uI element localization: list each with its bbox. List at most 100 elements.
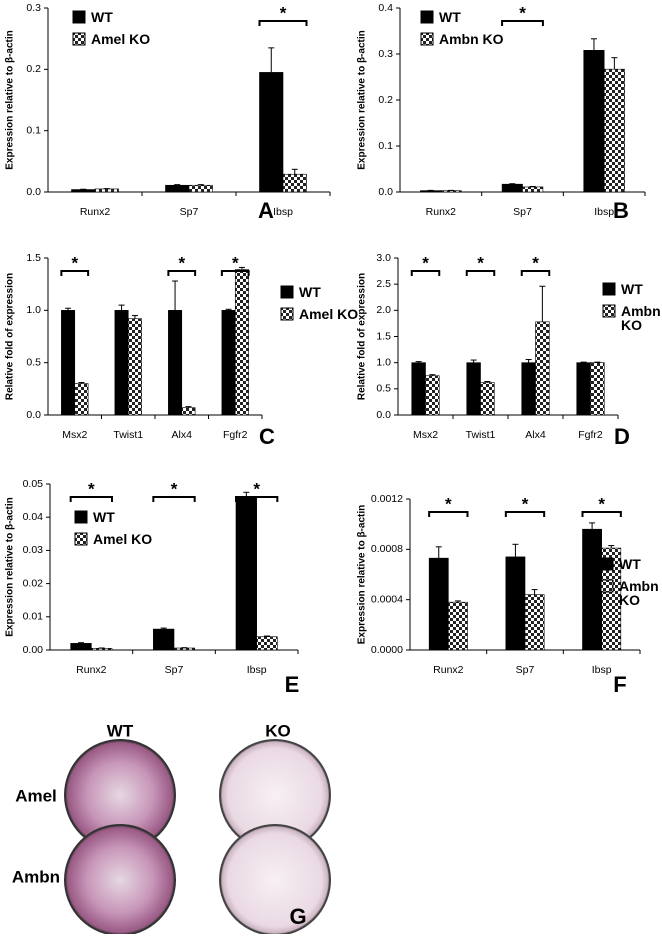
legend-item: Ambn KO bbox=[602, 304, 662, 332]
swatch bbox=[73, 33, 85, 45]
error-bar bbox=[611, 58, 617, 70]
legend-swatch bbox=[602, 304, 616, 318]
y-tick-label: 0.0 bbox=[378, 186, 393, 198]
y-tick-label: 0.5 bbox=[376, 383, 391, 395]
bar bbox=[502, 184, 522, 192]
swatch bbox=[421, 11, 433, 23]
y-tick-label: 2.0 bbox=[376, 304, 391, 316]
legend-label: WT bbox=[619, 557, 641, 571]
legend-item: Amel KO bbox=[72, 32, 222, 46]
bar bbox=[260, 72, 284, 192]
legend: WT Amel KO bbox=[72, 10, 222, 90]
y-axis-label: Relative fold of expression bbox=[5, 273, 16, 400]
legend-label: WT bbox=[93, 510, 115, 524]
y-tick-label: 1.0 bbox=[26, 304, 41, 316]
y-tick-label: 3.0 bbox=[376, 252, 391, 264]
y-tick-label: 0.0 bbox=[26, 186, 41, 198]
y-tick-label: 0.5 bbox=[26, 356, 41, 368]
bar bbox=[523, 187, 543, 192]
legend-item: WT bbox=[72, 10, 222, 24]
error-bar bbox=[532, 590, 538, 595]
panel-letter: F bbox=[613, 672, 626, 697]
x-tick-label: Sp7 bbox=[513, 206, 532, 218]
x-tick-label: Fgfr2 bbox=[578, 429, 603, 441]
bar bbox=[536, 322, 550, 415]
y-axis-label: Expression relative to β-actin bbox=[357, 30, 368, 169]
y-tick-label: 0.1 bbox=[26, 124, 41, 136]
panel-letter: D bbox=[614, 424, 630, 449]
y-axis-label: Expression relative to β-actin bbox=[5, 497, 16, 636]
bar bbox=[153, 629, 174, 650]
bar bbox=[426, 376, 440, 415]
bar bbox=[481, 383, 495, 415]
legend-item: WT bbox=[602, 282, 662, 296]
error-bar bbox=[132, 316, 138, 319]
legend-swatch bbox=[602, 282, 616, 296]
bar bbox=[95, 189, 119, 192]
error-bar bbox=[292, 169, 298, 174]
significance-star: * bbox=[532, 253, 539, 272]
error-bar bbox=[471, 360, 477, 363]
x-tick-label: Twist1 bbox=[113, 429, 143, 441]
error-bar bbox=[526, 360, 532, 363]
legend-label: Ambn KO bbox=[621, 304, 662, 332]
swatch bbox=[601, 558, 613, 570]
significance-star: * bbox=[178, 253, 185, 272]
legend-item: Ambn KO bbox=[420, 32, 570, 46]
bar bbox=[525, 595, 544, 650]
y-tick-label: 0.4 bbox=[378, 2, 393, 14]
swatch bbox=[281, 308, 293, 320]
y-tick-label: 0.03 bbox=[23, 544, 44, 556]
error-bar bbox=[591, 39, 597, 51]
legend: WT Ambn KO bbox=[600, 557, 662, 637]
legend-swatch bbox=[420, 10, 434, 24]
x-tick-label: Twist1 bbox=[466, 429, 496, 441]
bar bbox=[522, 363, 536, 415]
bar bbox=[75, 384, 88, 415]
significance-star: * bbox=[171, 479, 178, 498]
x-tick-label: Msx2 bbox=[62, 429, 87, 441]
x-tick-label: Runx2 bbox=[426, 206, 457, 218]
swatch bbox=[75, 533, 87, 545]
y-tick-label: 0.2 bbox=[26, 63, 41, 75]
bar bbox=[591, 363, 605, 415]
error-bar bbox=[608, 546, 614, 549]
bar bbox=[91, 648, 112, 650]
bar bbox=[182, 408, 195, 415]
x-tick-label: Fgfr2 bbox=[223, 429, 248, 441]
x-tick-label: Sp7 bbox=[165, 664, 184, 676]
y-tick-label: 0.05 bbox=[23, 478, 44, 490]
significance-star: * bbox=[280, 3, 287, 22]
y-tick-label: 0.0008 bbox=[371, 543, 403, 555]
significance-star: * bbox=[477, 253, 484, 272]
bar bbox=[412, 363, 426, 415]
significance-star: * bbox=[445, 494, 452, 513]
x-tick-label: Sp7 bbox=[516, 664, 535, 676]
significance-star: * bbox=[522, 494, 529, 513]
error-bar bbox=[239, 267, 245, 269]
row-label: Amel bbox=[15, 786, 57, 805]
legend-swatch bbox=[600, 557, 614, 571]
x-tick-label: Ibsp bbox=[247, 664, 267, 676]
legend-label: Amel KO bbox=[91, 32, 150, 46]
y-axis-label: Relative fold of expression bbox=[357, 273, 368, 400]
y-tick-label: 0.00 bbox=[23, 644, 44, 656]
well-image bbox=[220, 825, 330, 934]
x-tick-label: Runx2 bbox=[80, 206, 111, 218]
x-tick-label: Ibsp bbox=[273, 206, 293, 218]
x-tick-label: Ibsp bbox=[594, 206, 614, 218]
y-tick-label: 0.3 bbox=[26, 2, 41, 14]
legend: WT Ambn KO bbox=[420, 10, 570, 90]
legend-item: WT bbox=[420, 10, 570, 24]
legend-item: Ambn KO bbox=[600, 579, 662, 607]
error-bar bbox=[436, 547, 442, 558]
bar bbox=[583, 529, 602, 650]
error-bar bbox=[268, 48, 274, 73]
legend-box: WT Amel KO bbox=[72, 10, 222, 46]
swatch bbox=[73, 11, 85, 23]
